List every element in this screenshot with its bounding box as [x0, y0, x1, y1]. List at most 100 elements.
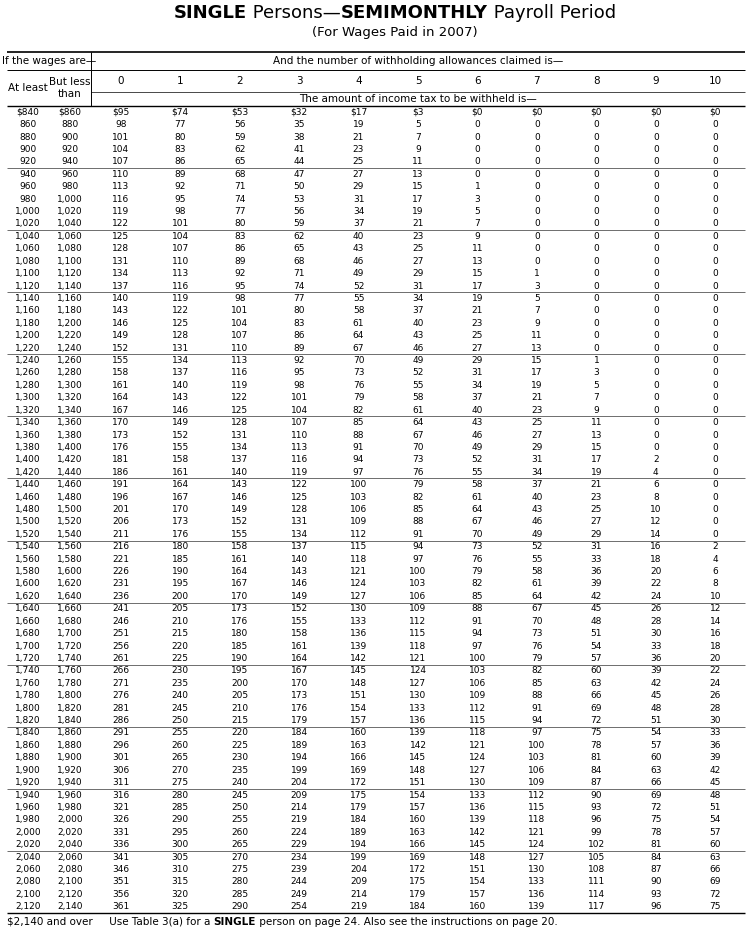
Text: 275: 275	[171, 778, 189, 788]
Text: 0: 0	[593, 319, 599, 328]
Text: 260: 260	[171, 741, 189, 750]
Text: 0: 0	[593, 145, 599, 154]
Text: 136: 136	[409, 716, 426, 725]
Text: 71: 71	[234, 182, 245, 191]
Text: 78: 78	[650, 828, 662, 837]
Text: 100: 100	[350, 480, 367, 489]
Text: If the wages are—: If the wages are—	[2, 56, 96, 66]
Text: 9: 9	[475, 232, 481, 240]
Text: 1,380: 1,380	[57, 431, 83, 440]
Text: 1,140: 1,140	[15, 294, 41, 303]
Text: 83: 83	[234, 232, 245, 240]
Text: 31: 31	[353, 195, 364, 203]
Text: 127: 127	[350, 592, 367, 601]
Text: 1,580: 1,580	[15, 567, 41, 576]
Text: 0: 0	[653, 443, 659, 452]
Text: 69: 69	[650, 790, 662, 800]
Text: 1,820: 1,820	[57, 704, 83, 713]
Text: 149: 149	[231, 505, 248, 514]
Text: 43: 43	[412, 331, 423, 340]
Text: 111: 111	[588, 877, 605, 886]
Text: 82: 82	[353, 405, 364, 415]
Text: 86: 86	[234, 244, 245, 254]
Text: 133: 133	[409, 704, 426, 713]
Text: 11: 11	[472, 244, 484, 254]
Text: 1,520: 1,520	[15, 529, 41, 539]
Text: 137: 137	[290, 542, 308, 551]
Text: 140: 140	[231, 468, 248, 477]
Text: 0: 0	[712, 456, 718, 464]
Text: 46: 46	[412, 344, 423, 352]
Text: 151: 151	[350, 692, 367, 700]
Text: 160: 160	[350, 729, 367, 737]
Text: 46: 46	[472, 431, 483, 440]
Text: 78: 78	[590, 741, 602, 750]
Text: 45: 45	[710, 778, 721, 788]
Text: 37: 37	[531, 480, 543, 489]
Text: 27: 27	[590, 517, 602, 527]
Text: 133: 133	[529, 877, 545, 886]
Text: 1,560: 1,560	[15, 555, 41, 564]
Text: 196: 196	[112, 493, 129, 501]
Text: 86: 86	[293, 331, 305, 340]
Text: 21: 21	[412, 219, 423, 228]
Text: 155: 155	[112, 356, 129, 365]
Text: 0: 0	[653, 344, 659, 352]
Text: 1,260: 1,260	[15, 368, 41, 377]
Text: 81: 81	[590, 753, 602, 762]
Text: 143: 143	[112, 307, 129, 315]
Text: 1,160: 1,160	[57, 294, 83, 303]
Text: 940: 940	[20, 170, 37, 179]
Text: 130: 130	[468, 778, 486, 788]
Text: 27: 27	[353, 170, 364, 179]
Text: 1,080: 1,080	[15, 256, 41, 266]
Text: 125: 125	[290, 493, 308, 501]
Text: 244: 244	[291, 877, 308, 886]
Text: 261: 261	[112, 654, 129, 663]
Text: 275: 275	[231, 865, 248, 874]
Text: 73: 73	[472, 542, 484, 551]
Text: 1,700: 1,700	[57, 629, 83, 638]
Text: 30: 30	[650, 629, 662, 638]
Text: 1,580: 1,580	[57, 555, 83, 564]
Text: 70: 70	[412, 443, 423, 452]
Text: 190: 190	[171, 567, 189, 576]
Text: 356: 356	[112, 890, 129, 898]
Text: 205: 205	[231, 692, 248, 700]
Text: 170: 170	[171, 505, 189, 514]
Text: 0: 0	[712, 431, 718, 440]
Text: 115: 115	[350, 542, 367, 551]
Text: 60: 60	[590, 666, 602, 676]
Text: 106: 106	[529, 766, 545, 774]
Text: 6: 6	[712, 567, 718, 576]
Text: 146: 146	[290, 580, 308, 588]
Text: 65: 65	[293, 244, 305, 254]
Text: 1,540: 1,540	[57, 529, 83, 539]
Text: 91: 91	[531, 704, 543, 713]
Text: $3: $3	[412, 108, 423, 116]
Text: 351: 351	[112, 877, 129, 886]
Text: 2,000: 2,000	[57, 816, 83, 825]
Text: 0: 0	[653, 207, 659, 216]
Text: 148: 148	[469, 853, 486, 861]
Text: 1,340: 1,340	[15, 418, 41, 427]
Text: 77: 77	[234, 207, 245, 216]
Text: 170: 170	[112, 418, 129, 427]
Text: 60: 60	[710, 841, 721, 849]
Text: 0: 0	[712, 505, 718, 514]
Text: 960: 960	[20, 182, 37, 191]
Text: 121: 121	[469, 741, 486, 750]
Text: 88: 88	[412, 517, 423, 527]
Text: 176: 176	[112, 443, 129, 452]
Text: 1,860: 1,860	[15, 741, 41, 750]
Text: 27: 27	[412, 256, 423, 266]
Text: 79: 79	[531, 654, 543, 663]
Text: $860: $860	[59, 108, 81, 116]
Text: 7: 7	[475, 219, 481, 228]
Text: 133: 133	[350, 617, 367, 625]
Text: 100: 100	[468, 654, 486, 663]
Text: 1,180: 1,180	[57, 307, 83, 315]
Text: 33: 33	[710, 729, 721, 737]
Text: 6: 6	[653, 480, 659, 489]
Text: 152: 152	[112, 344, 129, 352]
